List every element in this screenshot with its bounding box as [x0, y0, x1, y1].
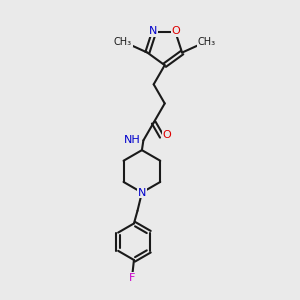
Text: F: F: [129, 273, 136, 283]
Text: N: N: [149, 26, 158, 36]
Text: CH₃: CH₃: [197, 37, 216, 47]
Text: CH₃: CH₃: [114, 37, 132, 47]
Text: O: O: [163, 130, 172, 140]
Text: NH: NH: [124, 134, 141, 145]
Text: N: N: [138, 188, 146, 197]
Text: O: O: [172, 26, 180, 36]
